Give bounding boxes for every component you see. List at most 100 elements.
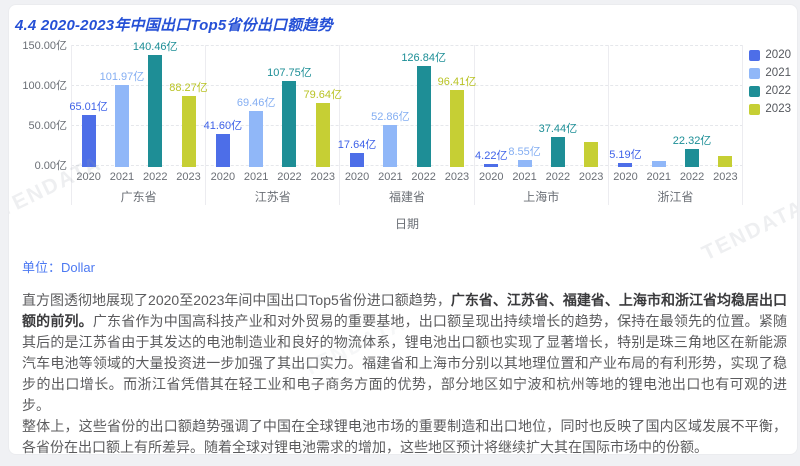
paragraph: 直方图透彻地展现了2020至2023年间中国出口Top5省份进口额趋势，广东省、… [22, 290, 787, 416]
bar-上海市-2020[interactable]: 4.22亿 [475, 150, 507, 167]
x-axis-tick: 2022 [277, 171, 302, 183]
legend-item-2021[interactable]: 2021 [749, 67, 791, 79]
bar-chart: 150.00亿 100.00亿 50.00亿 0.00亿 65.01亿 101.97亿 1… [9, 37, 797, 265]
bar-cell: 37.44亿 [539, 45, 577, 167]
bar-value-label: 17.64亿 [337, 138, 377, 151]
bar-value-label: 88.27亿 [169, 82, 208, 95]
category-group: 41.60亿 69.46亿 107.75亿 79.64亿 2020 2021 2022 202… [204, 45, 342, 205]
year-ticks: 2020 2021 2022 2023 [72, 171, 205, 183]
bar-cell: 41.60亿 [204, 45, 242, 167]
x-axis-tick: 2023 [310, 171, 335, 183]
y-axis-tick: 50.00亿 [28, 120, 67, 132]
bar-广东省-2023[interactable]: 88.27亿 [169, 82, 208, 167]
bar-广东省-2022[interactable]: 140.46亿 [133, 41, 178, 167]
x-axis-tick: 2022 [545, 171, 571, 183]
bar-福建省-2021[interactable]: 52.86亿 [371, 111, 410, 167]
bar-福建省-2023[interactable]: 96.41亿 [438, 76, 476, 167]
bar-江苏省-2022[interactable]: 107.75亿 [267, 67, 312, 167]
chart-legend: 2020 2021 2022 2023 [749, 49, 791, 121]
legend-item-2023[interactable]: 2023 [749, 103, 791, 115]
bar-上海市-2022[interactable]: 37.44亿 [539, 123, 577, 167]
bar-浙江省-2021[interactable] [651, 161, 666, 167]
x-axis-tick: 2023 [713, 171, 738, 183]
bar-江苏省-2023[interactable]: 79.64亿 [303, 89, 342, 167]
unit-line: 单位：Dollar [22, 257, 785, 276]
x-axis-title: 日期 [394, 217, 419, 231]
bar-江苏省-2020[interactable]: 41.60亿 [204, 120, 242, 167]
category-label: 江苏省 [254, 190, 291, 204]
bar-cell: 69.46亿 [237, 45, 275, 167]
bar-value-label: 4.22亿 [475, 149, 508, 162]
legend-swatch [749, 103, 761, 115]
report-card: 4.4 2020-2023年中国出口Top5省份出口额趋势 150.00亿 100… [8, 4, 798, 455]
bar-value-label: 5.19亿 [609, 148, 642, 161]
bar-上海市-2023[interactable] [584, 142, 599, 167]
legend-label: 2023 [765, 103, 791, 115]
gridline [71, 125, 743, 126]
legend-item-2020[interactable]: 2020 [749, 49, 791, 61]
x-axis-tick: 2020 [344, 171, 370, 183]
category-label: 浙江省 [657, 190, 694, 204]
bar-cell: 101.97亿 [100, 45, 144, 167]
bar-江苏省-2021[interactable]: 69.46亿 [237, 97, 275, 167]
year-ticks: 2020 2021 2022 2023 [475, 171, 608, 183]
bar-cell: 96.41亿 [438, 45, 476, 167]
bar-浙江省-2022[interactable]: 22.32亿 [673, 135, 711, 167]
x-axis-tick: 2021 [512, 171, 537, 183]
bar-cell [575, 45, 608, 167]
legend-swatch [749, 85, 761, 97]
bar-cell: 140.46亿 [133, 41, 178, 167]
x-axis-tick: 2023 [578, 171, 604, 183]
plot-area [71, 45, 743, 167]
unit-label: 单位： [22, 260, 62, 275]
bar-value-label: 79.64亿 [303, 89, 342, 102]
bar-value-label: 65.01亿 [69, 101, 108, 113]
x-axis-tick: 2022 [143, 171, 168, 183]
bar-value-label: 101.97亿 [99, 71, 145, 84]
x-axis-tick: 2021 [243, 171, 269, 183]
chart-title: 4.4 2020-2023年中国出口Top5省份出口额趋势 [15, 17, 333, 34]
category-group: 17.64亿 52.86亿 126.84亿 96.41亿 2020 2021 2022 202… [338, 45, 476, 205]
y-axis-tick: 0.00亿 [34, 160, 67, 172]
year-ticks: 2020 2021 2022 2023 [206, 171, 339, 183]
legend-label: 2022 [765, 85, 791, 97]
legend-item-2022[interactable]: 2022 [749, 85, 791, 97]
category-group: 4.22亿 8.55亿 37.44亿 2020 2021 2022 2023 上海市 [475, 45, 609, 205]
text-segment: 整体上，这些省份的出口额趋势强调了中国在全球锂电池市场的重要制造和出口地位，同时… [22, 418, 787, 455]
bar-广东省-2020[interactable]: 65.01亿 [69, 101, 108, 167]
text-segment: 直方图透彻地展现了2020至2023年间中国出口Top5省份进口额趋势， [22, 292, 451, 308]
bar-cell: 126.84亿 [401, 45, 446, 167]
category-label: 福建省 [389, 190, 426, 204]
bar-cell: 107.75亿 [267, 45, 312, 167]
bar-cell: 4.22亿 [475, 45, 508, 167]
bar-groups: 65.01亿 101.97亿 140.46亿 88.27亿 2020 2021 2022 20… [69, 41, 744, 205]
bar-value-label: 69.46亿 [236, 97, 276, 110]
y-axis-tick: 100.00亿 [22, 80, 67, 92]
x-axis-tick: 2020 [613, 171, 638, 183]
x-axis-tick: 2023 [444, 171, 470, 183]
bar-广东省-2021[interactable]: 101.97亿 [100, 71, 144, 167]
bar-cell: 88.27亿 [169, 45, 208, 167]
bar-value-label: 8.55亿 [508, 146, 541, 159]
bar-cell: 17.64亿 [338, 45, 376, 167]
unit-value: Dollar [61, 260, 95, 275]
year-ticks: 2020 2021 2022 2023 [340, 171, 473, 183]
bar-福建省-2022[interactable]: 126.84亿 [401, 52, 446, 167]
bar-value-label: 126.84亿 [401, 51, 446, 64]
legend-swatch [749, 67, 761, 79]
bar-浙江省-2020[interactable]: 5.19亿 [609, 149, 642, 167]
bar-cell: 79.64亿 [303, 45, 342, 167]
bar-上海市-2021[interactable]: 8.55亿 [508, 146, 541, 167]
text-segment-bold: 广东省、江苏省、福建省、上海市和浙江省均稳居出口额的前列。 [22, 292, 788, 329]
paragraph: 整体上，这些省份的出口额趋势强调了中国在全球锂电池市场的重要制造和出口地位，同时… [22, 416, 787, 455]
gridline [71, 45, 743, 46]
bar-cell: 65.01亿 [69, 45, 108, 167]
bar-value-label: 96.41亿 [437, 75, 477, 88]
bar-cell: 22.32亿 [673, 45, 711, 167]
bar-浙江省-2023[interactable] [718, 155, 733, 167]
x-axis-tick: 2021 [378, 171, 403, 183]
bar-福建省-2020[interactable]: 17.64亿 [338, 139, 376, 167]
x-axis-tick: 2021 [109, 171, 135, 183]
bar-value-label: 22.32亿 [672, 135, 712, 148]
category-label: 上海市 [523, 190, 560, 204]
